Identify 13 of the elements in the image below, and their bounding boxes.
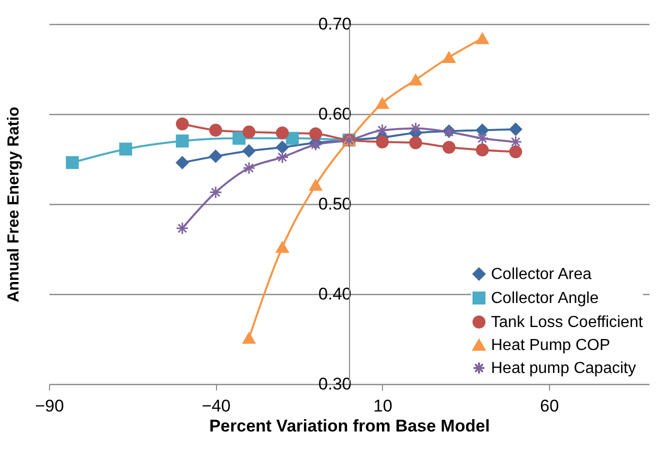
x-axis-title: Percent Variation from Base Model — [209, 416, 490, 436]
y-tick-label: 0.30 — [318, 374, 352, 394]
legend-label: Tank Loss Coefficient — [491, 314, 644, 331]
y-tick-label: 0.70 — [318, 14, 352, 34]
legend-label: Heat Pump COP — [491, 337, 610, 354]
x-tick-label: 60 — [540, 396, 559, 416]
y-axis-title: Annual Free Energy Ratio — [6, 106, 22, 302]
x-tick-label: −90 — [35, 396, 64, 416]
x-tick-label: 10 — [373, 396, 392, 416]
legend-label: Heat pump Capacity — [491, 360, 636, 377]
legend-label: Collector Angle — [491, 290, 599, 307]
x-tick-label: −40 — [202, 396, 231, 416]
legend-label: Collector Area — [491, 266, 592, 283]
